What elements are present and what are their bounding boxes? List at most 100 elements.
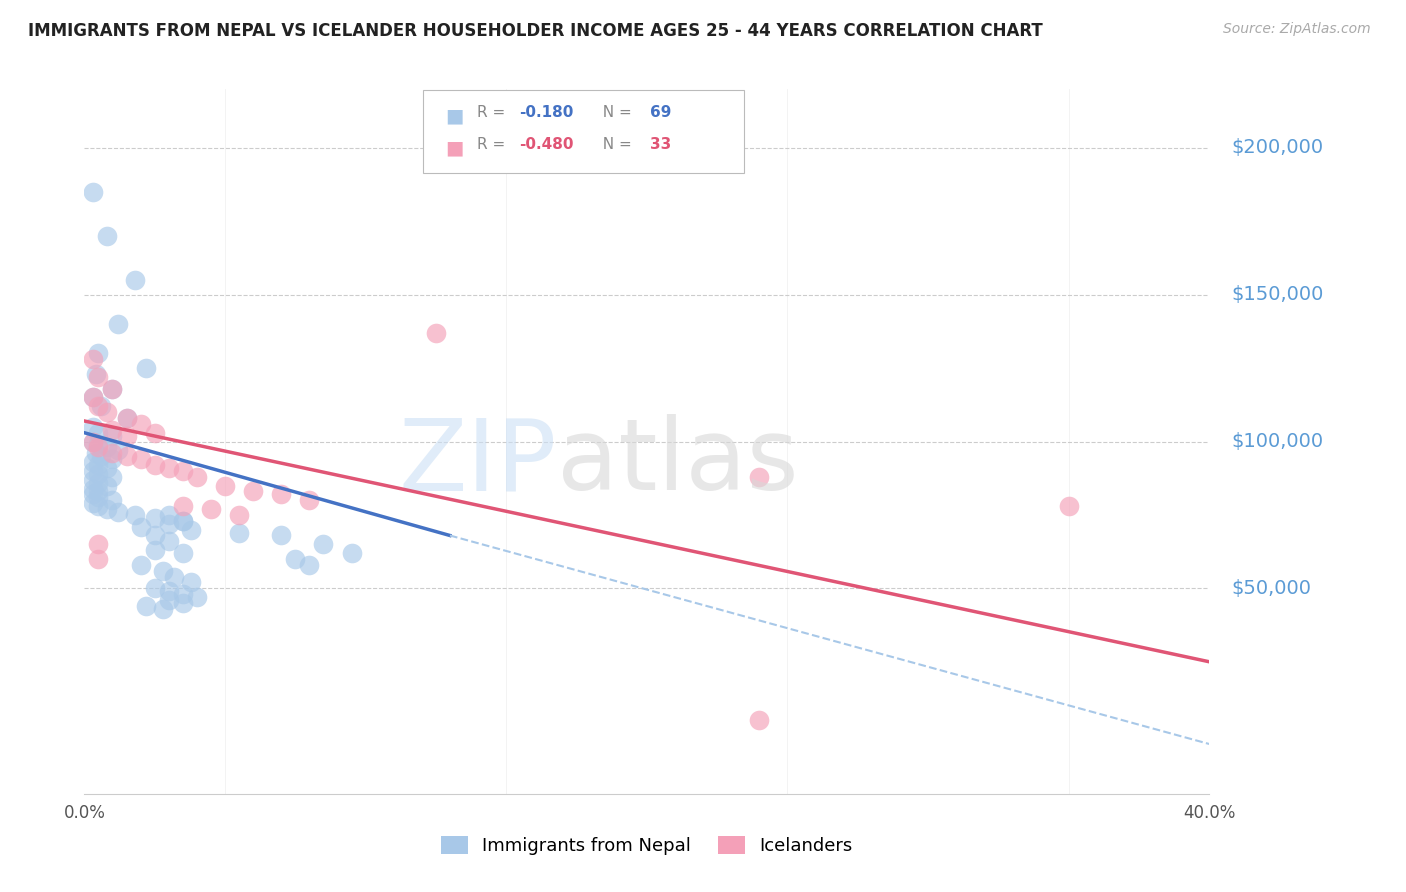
Point <box>242 484 264 499</box>
Point <box>87 425 110 440</box>
Text: -0.180: -0.180 <box>519 105 574 120</box>
Point <box>82 420 104 434</box>
Point <box>186 469 208 483</box>
Text: 33: 33 <box>650 137 671 153</box>
Point <box>115 449 138 463</box>
Point <box>115 411 138 425</box>
Point <box>84 367 107 381</box>
Point <box>82 185 104 199</box>
Point <box>107 317 129 331</box>
Point <box>228 508 250 522</box>
Point <box>425 326 447 340</box>
Point <box>200 502 222 516</box>
Point <box>101 469 124 483</box>
Point <box>84 446 107 460</box>
Point <box>87 437 110 451</box>
Point <box>129 417 152 431</box>
Point <box>124 273 146 287</box>
Point <box>87 346 110 360</box>
Point <box>172 587 194 601</box>
Point <box>157 508 180 522</box>
Point <box>82 464 104 478</box>
Text: N =: N = <box>593 105 637 120</box>
Point <box>124 508 146 522</box>
Point <box>143 582 166 596</box>
Text: $150,000: $150,000 <box>1232 285 1324 304</box>
Point <box>172 464 194 478</box>
Point <box>87 537 110 551</box>
Point <box>129 519 152 533</box>
Point <box>101 446 124 460</box>
Point <box>96 405 118 419</box>
Point <box>340 546 363 560</box>
Point <box>748 469 770 483</box>
Point <box>172 514 194 528</box>
Point <box>96 229 118 244</box>
Point <box>143 543 166 558</box>
Point <box>186 590 208 604</box>
Point <box>82 434 104 449</box>
Point <box>135 361 157 376</box>
Point <box>87 475 110 490</box>
Point <box>101 493 124 508</box>
Point <box>87 499 110 513</box>
Point <box>214 478 236 492</box>
Point <box>87 458 110 472</box>
Point <box>298 558 321 572</box>
Point <box>82 482 104 496</box>
Point <box>163 569 186 583</box>
Point <box>312 537 335 551</box>
Text: $200,000: $200,000 <box>1232 138 1324 157</box>
Point <box>172 499 194 513</box>
Point <box>748 714 770 728</box>
Point <box>82 487 104 501</box>
Point <box>107 443 129 458</box>
Point <box>172 514 194 528</box>
Text: ■: ■ <box>446 106 464 125</box>
Point <box>270 528 292 542</box>
Text: $100,000: $100,000 <box>1232 432 1324 451</box>
Point <box>143 528 166 542</box>
Point <box>172 546 194 560</box>
Text: $50,000: $50,000 <box>1232 579 1312 598</box>
Point <box>129 452 152 467</box>
Point <box>1057 499 1080 513</box>
Point <box>284 552 307 566</box>
Text: Source: ZipAtlas.com: Source: ZipAtlas.com <box>1223 22 1371 37</box>
Point <box>228 525 250 540</box>
Point <box>101 382 124 396</box>
Point <box>143 425 166 440</box>
Point <box>115 411 138 425</box>
Point <box>101 423 124 437</box>
Point <box>129 558 152 572</box>
Point <box>96 502 118 516</box>
Point <box>157 461 180 475</box>
Point <box>115 428 138 442</box>
Point <box>82 434 104 449</box>
Point <box>143 458 166 472</box>
Point <box>101 428 124 442</box>
Point <box>87 491 110 505</box>
Point <box>107 505 129 519</box>
Point <box>82 391 104 405</box>
Point <box>157 516 180 531</box>
Point <box>180 523 202 537</box>
Point <box>96 478 118 492</box>
Point <box>82 473 104 487</box>
Point <box>82 455 104 469</box>
Point <box>87 399 110 413</box>
Point <box>135 599 157 613</box>
Point <box>157 593 180 607</box>
Point <box>90 449 112 463</box>
Text: R =: R = <box>477 137 510 153</box>
Point <box>180 575 202 590</box>
Point <box>82 496 104 510</box>
Point <box>82 391 104 405</box>
Legend: Immigrants from Nepal, Icelanders: Immigrants from Nepal, Icelanders <box>433 829 860 863</box>
Point <box>270 487 292 501</box>
Point <box>157 584 180 599</box>
Point <box>87 370 110 384</box>
Point <box>87 441 110 455</box>
Point <box>82 352 104 367</box>
Point <box>172 596 194 610</box>
